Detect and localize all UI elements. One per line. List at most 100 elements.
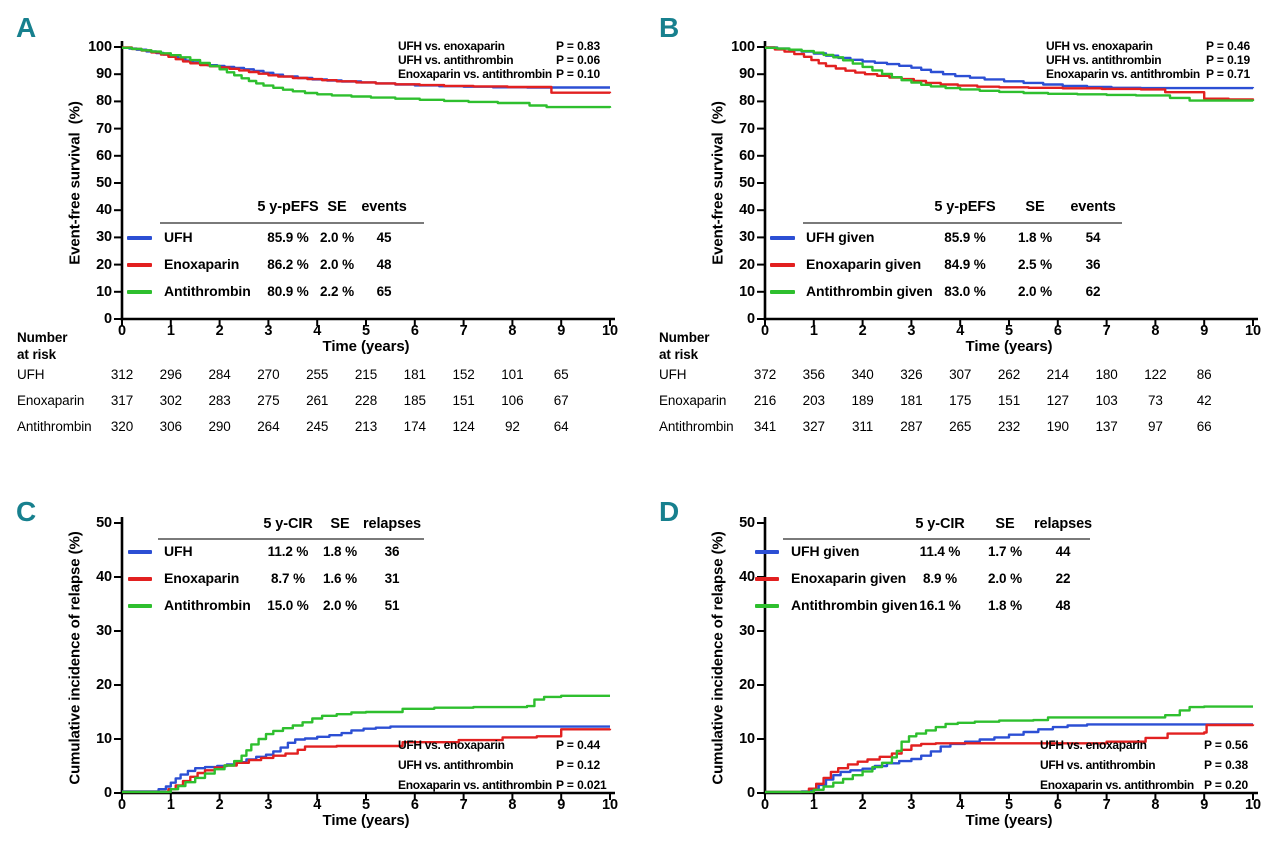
panel-D-y-tick-label: 30	[739, 623, 755, 639]
panel-A-y-tick-label: 0	[104, 311, 112, 327]
panel-B-legend-header: SE	[1025, 199, 1045, 215]
panel-D-legend-swatch-enoxaparin-given	[755, 577, 779, 581]
panel-B-x-tick-label: 9	[1200, 323, 1209, 339]
panel-A-legend-cell: 48	[376, 257, 392, 272]
panel-A-number-at-risk-count: 275	[257, 393, 280, 408]
panel-A-legend-rule	[160, 222, 424, 224]
panel-A-y-tick-label: 10	[96, 283, 112, 300]
panel-D-legend-cell: 22	[1055, 571, 1071, 586]
panel-C-x-tick-label: 10	[602, 797, 618, 813]
panel-C-x-tick-label: 3	[264, 797, 273, 813]
panel-C-y-tick-label: 10	[96, 731, 112, 747]
panel-D-legend-rule	[783, 538, 1090, 540]
panel-A-x-tick-label: 8	[508, 323, 517, 339]
panel-A-y-tick-label: 90	[96, 66, 112, 83]
panel-A-number-at-risk-count: 92	[504, 419, 520, 434]
panel-D-legend-swatch-antithrombin-given	[755, 604, 779, 608]
panel-D-legend-name: Antithrombin given	[791, 597, 918, 613]
panel-B-legend-header: events	[1070, 199, 1116, 215]
panel-A-number-at-risk-count: 124	[452, 419, 475, 434]
panel-C-legend-rule	[158, 538, 424, 540]
panel-B-legend-cell: 83.0 %	[944, 284, 986, 299]
panel-D-x-tick-label: 4	[956, 797, 965, 813]
panel-D-pvalue: P = 0.56	[1204, 738, 1249, 752]
panel-A-number-at-risk-count: 106	[501, 393, 524, 408]
panel-B-number-at-risk-count: 262	[997, 367, 1021, 382]
panel-A-number-at-risk-count: 213	[354, 419, 378, 434]
panel-A-legend-cell: 80.9 %	[267, 284, 309, 299]
panel-A-number-at-risk-count: 64	[553, 419, 569, 434]
panel-B-number-at-risk-count: 372	[753, 367, 777, 382]
panel-D-legend-cell: 48	[1055, 598, 1071, 613]
panel-B-number-at-risk-count: 137	[1095, 419, 1118, 434]
panel-B-number-at-risk-count: 214	[1046, 367, 1069, 382]
panel-D-legend-cell: 1.7 %	[987, 544, 1023, 559]
panel-D-legend-cell: 11.4 %	[919, 544, 961, 559]
panel-A-x-tick-label: 3	[264, 323, 273, 339]
panel-D-pvalue-label: UFH vs. antithrombin	[1040, 758, 1156, 772]
panel-C-curve-ufh	[122, 725, 610, 793]
panel-A-number-at-risk-count: 317	[110, 393, 134, 408]
panel-C-legend-header: relapses	[362, 516, 422, 532]
panel-C-curve-antithrombin	[122, 694, 610, 794]
panel-A-y-tick-label: 20	[96, 256, 112, 273]
panel-A-legend-cell: 2.0 %	[319, 257, 355, 272]
panel-D-x-axis-title: Time (years)	[965, 812, 1053, 829]
panel-A-x-tick-label: 7	[459, 323, 468, 339]
panel-A-number-at-risk-row-label: Antithrombin	[17, 419, 92, 434]
panel-A-number-at-risk-title: Number	[17, 330, 68, 345]
panel-C-legend-swatch-ufh	[128, 550, 152, 554]
panel-D-legend-name: UFH given	[791, 543, 860, 559]
panel-B-legend-name: Enoxaparin given	[806, 256, 922, 272]
panel-B-number-at-risk-count: 307	[949, 367, 972, 382]
panel-C-legend-cell: 51	[384, 598, 400, 613]
panel-B-number-at-risk-count: 232	[997, 419, 1021, 434]
panel-A-pvalue-label: UFH vs. antithrombin	[398, 53, 514, 67]
panel-A-number-at-risk-count: 181	[403, 367, 426, 382]
panel-D-y-tick-label: 10	[739, 731, 755, 747]
panel-C-x-tick-label: 4	[313, 797, 322, 813]
panel-B-legend-rule	[803, 222, 1122, 224]
panel-C-x-tick-label: 6	[410, 797, 419, 813]
panel-A-number-at-risk-count: 290	[208, 419, 231, 434]
panel-B-number-at-risk-count: 327	[802, 419, 825, 434]
panel-B-x-tick-label: 8	[1151, 323, 1160, 339]
panel-A-number-at-risk-count: 261	[306, 393, 329, 408]
panel-B-legend-swatch-enoxaparin-given	[770, 263, 795, 267]
panel-B-y-axis-title: Event-free survival (%)	[709, 101, 727, 265]
panel-B-number-at-risk-count: 42	[1196, 393, 1212, 408]
panel-B-legend-header: 5 y-pEFS	[934, 199, 996, 215]
panel-A-y-tick-label: 100	[88, 39, 112, 55]
panel-B-number-at-risk-count: 127	[1046, 393, 1069, 408]
panel-B-number-at-risk-count: 181	[900, 393, 923, 408]
panel-A-number-at-risk-count: 270	[257, 367, 280, 382]
panel-D-x-tick-label: 3	[907, 797, 916, 813]
panel-B-x-tick-label: 4	[956, 323, 965, 339]
panel-D-x-tick-label: 1	[809, 797, 818, 813]
panel-A-legend-cell: 65	[376, 284, 392, 299]
panel-B-legend-name: Antithrombin given	[806, 283, 933, 299]
panel-B-number-at-risk-row-label: Enoxaparin	[659, 393, 727, 408]
panel-A-y-tick-label: 50	[96, 175, 112, 191]
panel-B-y-tick-label: 10	[739, 283, 755, 300]
panel-A-legend-swatch-enoxaparin	[127, 263, 152, 267]
panel-A-x-tick-label: 1	[166, 323, 175, 339]
panel-A-legend-name: UFH	[164, 229, 193, 245]
panel-A-x-tick-label: 10	[602, 323, 618, 339]
panel-A-y-tick-label: 30	[96, 229, 112, 246]
panel-A-number-at-risk-count: 306	[159, 419, 182, 434]
panel-A-number-at-risk-count: 284	[208, 367, 231, 382]
panel-B-number-at-risk-count: 86	[1196, 367, 1212, 382]
panel-D-legend-header: SE	[995, 516, 1015, 532]
panel-B-x-tick-label: 2	[858, 323, 867, 339]
panel-B-y-tick-label: 30	[739, 229, 755, 246]
panel-B-number-at-risk-row-label: UFH	[659, 367, 687, 382]
panel-C-x-tick-label: 8	[508, 797, 517, 813]
panel-B-number-at-risk-count: 103	[1095, 393, 1118, 408]
panel-A-legend-cell: 2.0 %	[319, 230, 355, 245]
panel-B-x-tick-label: 5	[1005, 323, 1013, 339]
panel-B-legend-swatch-antithrombin-given	[770, 290, 795, 294]
panel-D-pvalue-label: UFH vs. enoxaparin	[1040, 738, 1147, 752]
panel-A-x-tick-label: 4	[313, 323, 322, 339]
panel-A-legend-swatch-ufh	[127, 236, 152, 240]
